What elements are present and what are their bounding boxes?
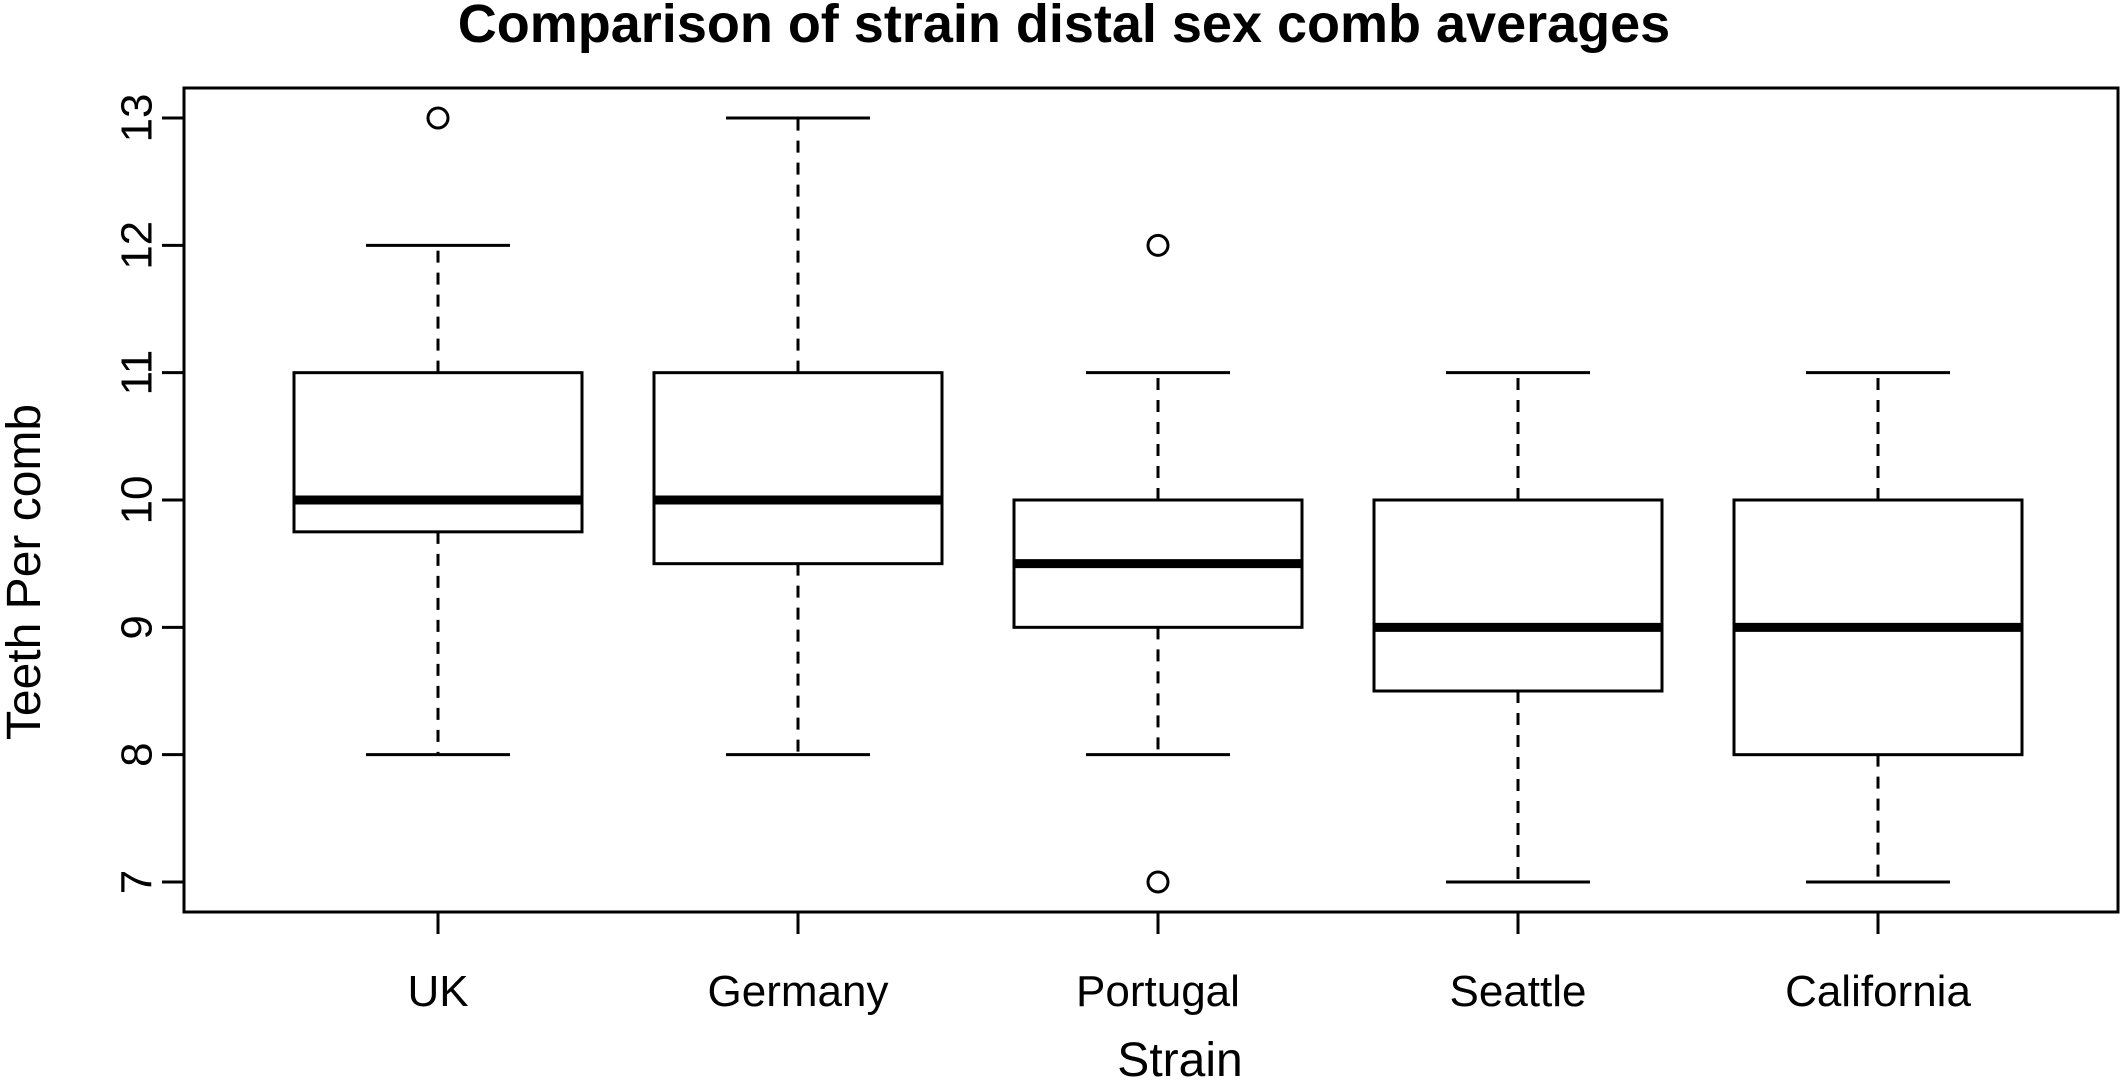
x-tick-label: California — [1785, 967, 1971, 1016]
box-series — [292, 106, 2024, 894]
y-tick-label: 13 — [112, 94, 161, 143]
outlier-point — [1146, 870, 1170, 894]
box-portugal — [1012, 233, 1304, 894]
y-tick-label: 11 — [112, 350, 161, 396]
box-california — [1732, 371, 2024, 884]
outlier-point — [1146, 233, 1170, 257]
x-tick-label: Seattle — [1450, 967, 1587, 1016]
x-tick-label: Germany — [708, 967, 889, 1016]
box-seattle — [1372, 371, 1664, 884]
x-tick-label: Portugal — [1076, 967, 1240, 1016]
iqr-box — [292, 371, 584, 534]
box-uk — [292, 106, 584, 757]
box-germany — [652, 116, 944, 757]
x-axis-label: Strain — [1117, 1034, 1242, 1086]
y-tick-label: 8 — [112, 742, 161, 766]
iqr-box — [652, 371, 944, 566]
y-axis-label: Teeth Per comb — [0, 404, 51, 740]
outlier-point — [426, 106, 450, 130]
y-axis: 7 8 9 10 11 12 13 — [112, 94, 186, 894]
iqr-box — [1372, 498, 1664, 693]
chart-title: Comparison of strain distal sex comb ave… — [458, 0, 1670, 54]
x-tick-label: UK — [407, 967, 468, 1016]
y-tick-label: 10 — [112, 476, 161, 525]
x-axis: UK Germany Portugal Seattle California — [407, 910, 1971, 1016]
y-tick-label: 9 — [112, 615, 161, 639]
y-tick-label: 12 — [112, 221, 161, 270]
y-tick-label: 7 — [112, 870, 161, 894]
